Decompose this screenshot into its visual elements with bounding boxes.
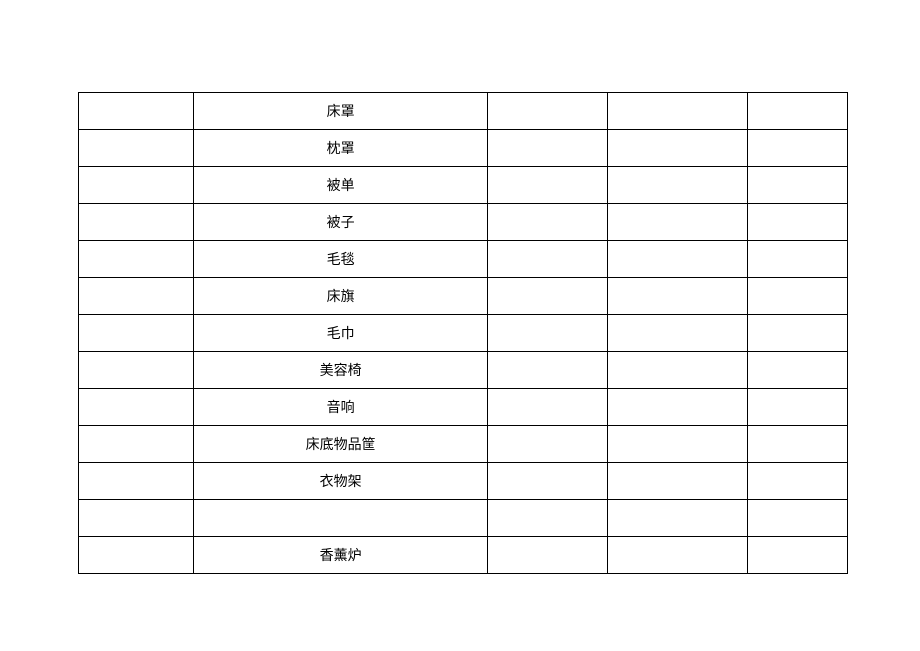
cell-item-name: 衣物架	[193, 463, 488, 500]
cell-item-name: 毛毯	[193, 241, 488, 278]
cell-col5	[748, 500, 848, 537]
cell-col5	[748, 389, 848, 426]
table-row: 香薰炉	[79, 537, 848, 574]
cell-col1	[79, 130, 194, 167]
cell-col3	[488, 204, 608, 241]
table-row: 床底物品筐	[79, 426, 848, 463]
cell-col4	[608, 537, 748, 574]
inventory-table: 床罩 枕罩 被单 被子 毛毯	[78, 92, 848, 574]
cell-col3	[488, 93, 608, 130]
cell-col4	[608, 500, 748, 537]
cell-item-name: 音响	[193, 389, 488, 426]
cell-item-name: 毛巾	[193, 315, 488, 352]
cell-col1	[79, 241, 194, 278]
cell-col5	[748, 167, 848, 204]
cell-col1	[79, 167, 194, 204]
cell-col5	[748, 426, 848, 463]
cell-item-name: 美容椅	[193, 352, 488, 389]
cell-col3	[488, 315, 608, 352]
cell-col1	[79, 204, 194, 241]
cell-col1	[79, 278, 194, 315]
cell-item-name: 被单	[193, 167, 488, 204]
table-row: 床罩	[79, 93, 848, 130]
cell-col1	[79, 352, 194, 389]
cell-col5	[748, 537, 848, 574]
cell-col4	[608, 278, 748, 315]
cell-col3	[488, 500, 608, 537]
cell-col5	[748, 93, 848, 130]
cell-col3	[488, 241, 608, 278]
cell-item-name: 床旗	[193, 278, 488, 315]
table-row: 床旗	[79, 278, 848, 315]
cell-item-name: 床底物品筐	[193, 426, 488, 463]
cell-col5	[748, 241, 848, 278]
cell-col4	[608, 241, 748, 278]
table-row: 美容椅	[79, 352, 848, 389]
cell-col5	[748, 204, 848, 241]
cell-col4	[608, 204, 748, 241]
cell-col3	[488, 167, 608, 204]
cell-col3	[488, 389, 608, 426]
cell-col3	[488, 463, 608, 500]
cell-item-name	[193, 500, 488, 537]
cell-col4	[608, 426, 748, 463]
cell-col1	[79, 315, 194, 352]
cell-col1	[79, 426, 194, 463]
cell-col1	[79, 463, 194, 500]
cell-item-name: 被子	[193, 204, 488, 241]
cell-col1	[79, 537, 194, 574]
cell-col1	[79, 500, 194, 537]
cell-col3	[488, 537, 608, 574]
table-body: 床罩 枕罩 被单 被子 毛毯	[79, 93, 848, 574]
cell-item-name: 床罩	[193, 93, 488, 130]
table-row: 枕罩	[79, 130, 848, 167]
cell-col5	[748, 463, 848, 500]
table-row: 毛巾	[79, 315, 848, 352]
cell-col4	[608, 315, 748, 352]
cell-col4	[608, 463, 748, 500]
cell-item-name: 香薰炉	[193, 537, 488, 574]
cell-col3	[488, 426, 608, 463]
cell-col1	[79, 93, 194, 130]
cell-col1	[79, 389, 194, 426]
cell-col3	[488, 278, 608, 315]
cell-item-name: 枕罩	[193, 130, 488, 167]
cell-col5	[748, 315, 848, 352]
table-row: 音响	[79, 389, 848, 426]
table-row	[79, 500, 848, 537]
table-row: 衣物架	[79, 463, 848, 500]
cell-col4	[608, 352, 748, 389]
cell-col4	[608, 167, 748, 204]
table-row: 被单	[79, 167, 848, 204]
cell-col5	[748, 352, 848, 389]
cell-col5	[748, 278, 848, 315]
cell-col4	[608, 130, 748, 167]
cell-col3	[488, 130, 608, 167]
cell-col3	[488, 352, 608, 389]
cell-col4	[608, 93, 748, 130]
cell-col5	[748, 130, 848, 167]
table-row: 毛毯	[79, 241, 848, 278]
cell-col4	[608, 389, 748, 426]
table-row: 被子	[79, 204, 848, 241]
